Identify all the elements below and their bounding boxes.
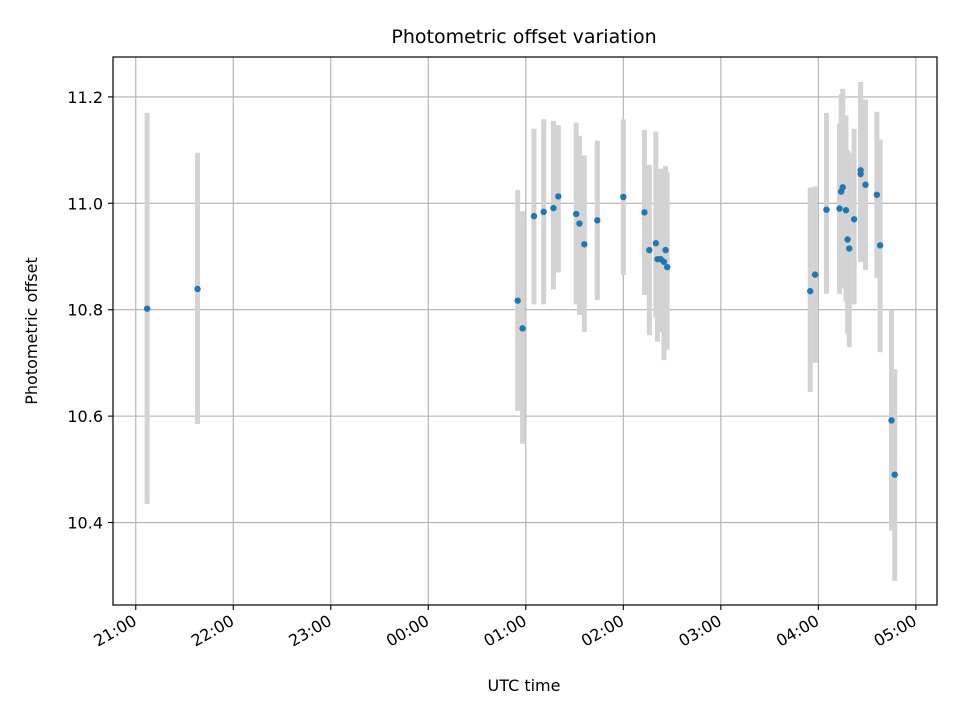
x-tick-label: 05:00 [870,611,919,651]
plot-frame [112,56,938,606]
chart-title: Photometric offset variation [391,26,656,48]
data-point [641,209,648,216]
data-point [581,241,588,248]
x-axis-ticks: 21:00 22:00 23:00 00:00 01:00 02:00 03:00 04:00… [90,605,920,651]
data-point [594,217,601,224]
error-bars [144,82,898,582]
data-point [839,184,846,191]
data-point [811,271,819,278]
data-point [876,242,884,249]
data-point [844,236,851,243]
x-tick-label: 21:00 [90,611,139,651]
x-tick-label: 23:00 [285,611,334,651]
x-tick-label: 02:00 [578,611,627,651]
data-point [664,263,671,271]
data-point [660,258,668,266]
data-point [576,220,583,227]
data-point [823,206,830,213]
x-tick-label: 04:00 [773,611,822,651]
x-tick-label: 00:00 [383,611,432,651]
y-tick-label: 10.4 [67,514,103,533]
x-tick-label: 03:00 [675,611,724,651]
x-axis-label: UTC time [488,676,561,695]
data-point [857,167,864,174]
data-point [850,216,858,223]
data-point [550,204,557,212]
data-point [555,193,562,200]
data-point [519,325,526,332]
data-point [888,417,895,424]
data-point [143,305,151,312]
data-point [842,207,850,214]
data-point [514,297,521,304]
data-point [807,287,814,295]
data-point [846,245,853,252]
x-tick-label: 01:00 [480,611,529,651]
y-tick-label: 10.6 [67,407,103,426]
data-point [646,246,653,254]
data-point [862,181,869,188]
data-point [530,212,538,220]
data-point [620,193,627,201]
y-tick-label: 11.0 [67,194,103,213]
x-tick-label: 22:00 [188,611,237,651]
data-point [572,210,580,218]
data-point [836,205,843,212]
y-tick-label: 11.2 [67,88,103,107]
data-point [540,208,547,216]
data-point [194,285,201,293]
data-point [662,246,669,254]
y-axis-ticks: 10.4 10.6 10.8 11.0 11.2 [67,88,113,533]
y-tick-label: 10.8 [67,301,103,320]
y-axis-label: Photometric offset [22,257,41,405]
data-point [652,240,660,247]
data-point [891,471,898,478]
data-point [873,191,881,198]
data-points [143,167,898,478]
